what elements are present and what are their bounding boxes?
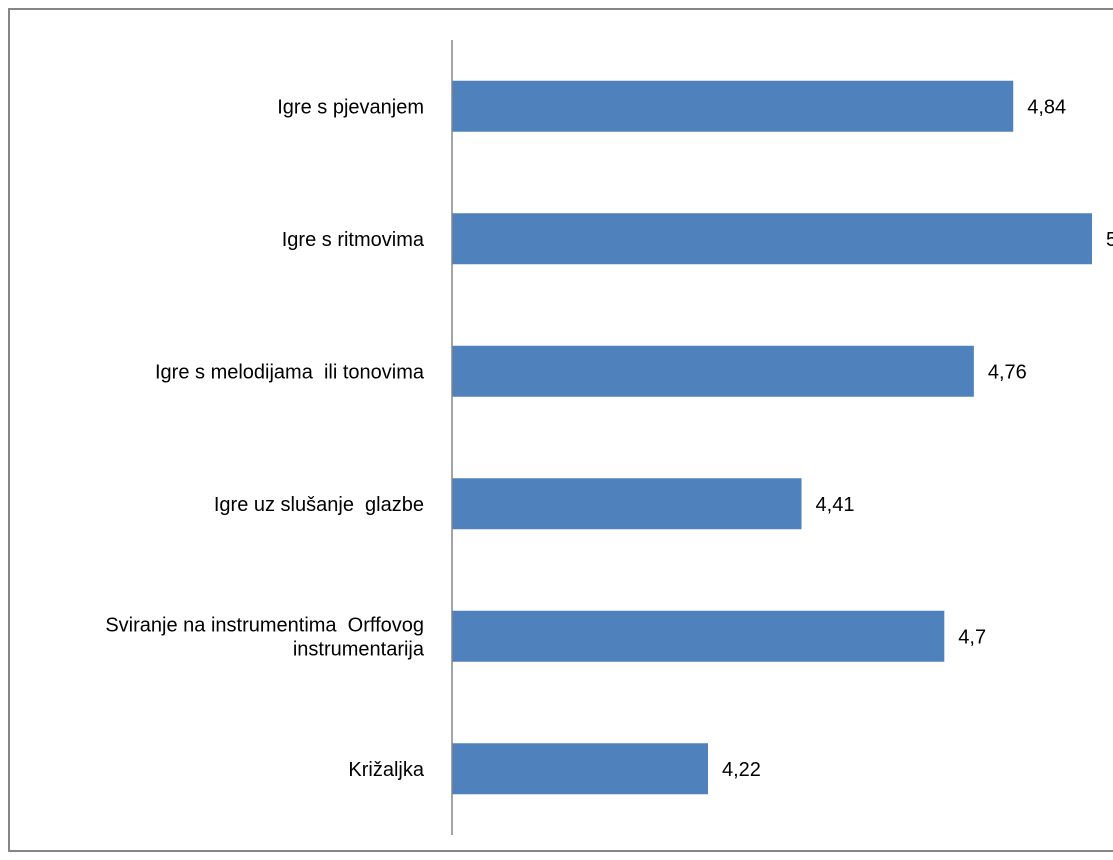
category-label-4-line-1: instrumentarija [293,638,425,660]
data-label-2: 4,76 [988,361,1027,383]
data-label-4: 4,7 [958,626,986,648]
category-label-0: Igre s pjevanjem [277,96,424,118]
bar-3 [452,478,802,530]
data-label-0: 4,84 [1027,96,1066,118]
data-label-1: 5 [1106,229,1113,251]
category-label-2: Igre s melodijama ili tonovima [155,361,425,383]
category-label-4-line-0: Sviranje na instrumentima Orffovog [105,614,424,636]
bar-4 [452,610,945,662]
bar-1 [452,213,1092,265]
category-label-3: Igre uz slušanje glazbe [214,494,424,516]
data-label-5: 4,22 [722,759,761,781]
category-label-5: Križaljka [348,759,424,781]
chart-frame [8,8,1113,852]
category-label-1: Igre s ritmovima [282,229,425,251]
bar-0 [452,80,1014,132]
bar-2 [452,345,974,397]
bar-5 [452,743,708,795]
data-label-3: 4,41 [816,494,855,516]
